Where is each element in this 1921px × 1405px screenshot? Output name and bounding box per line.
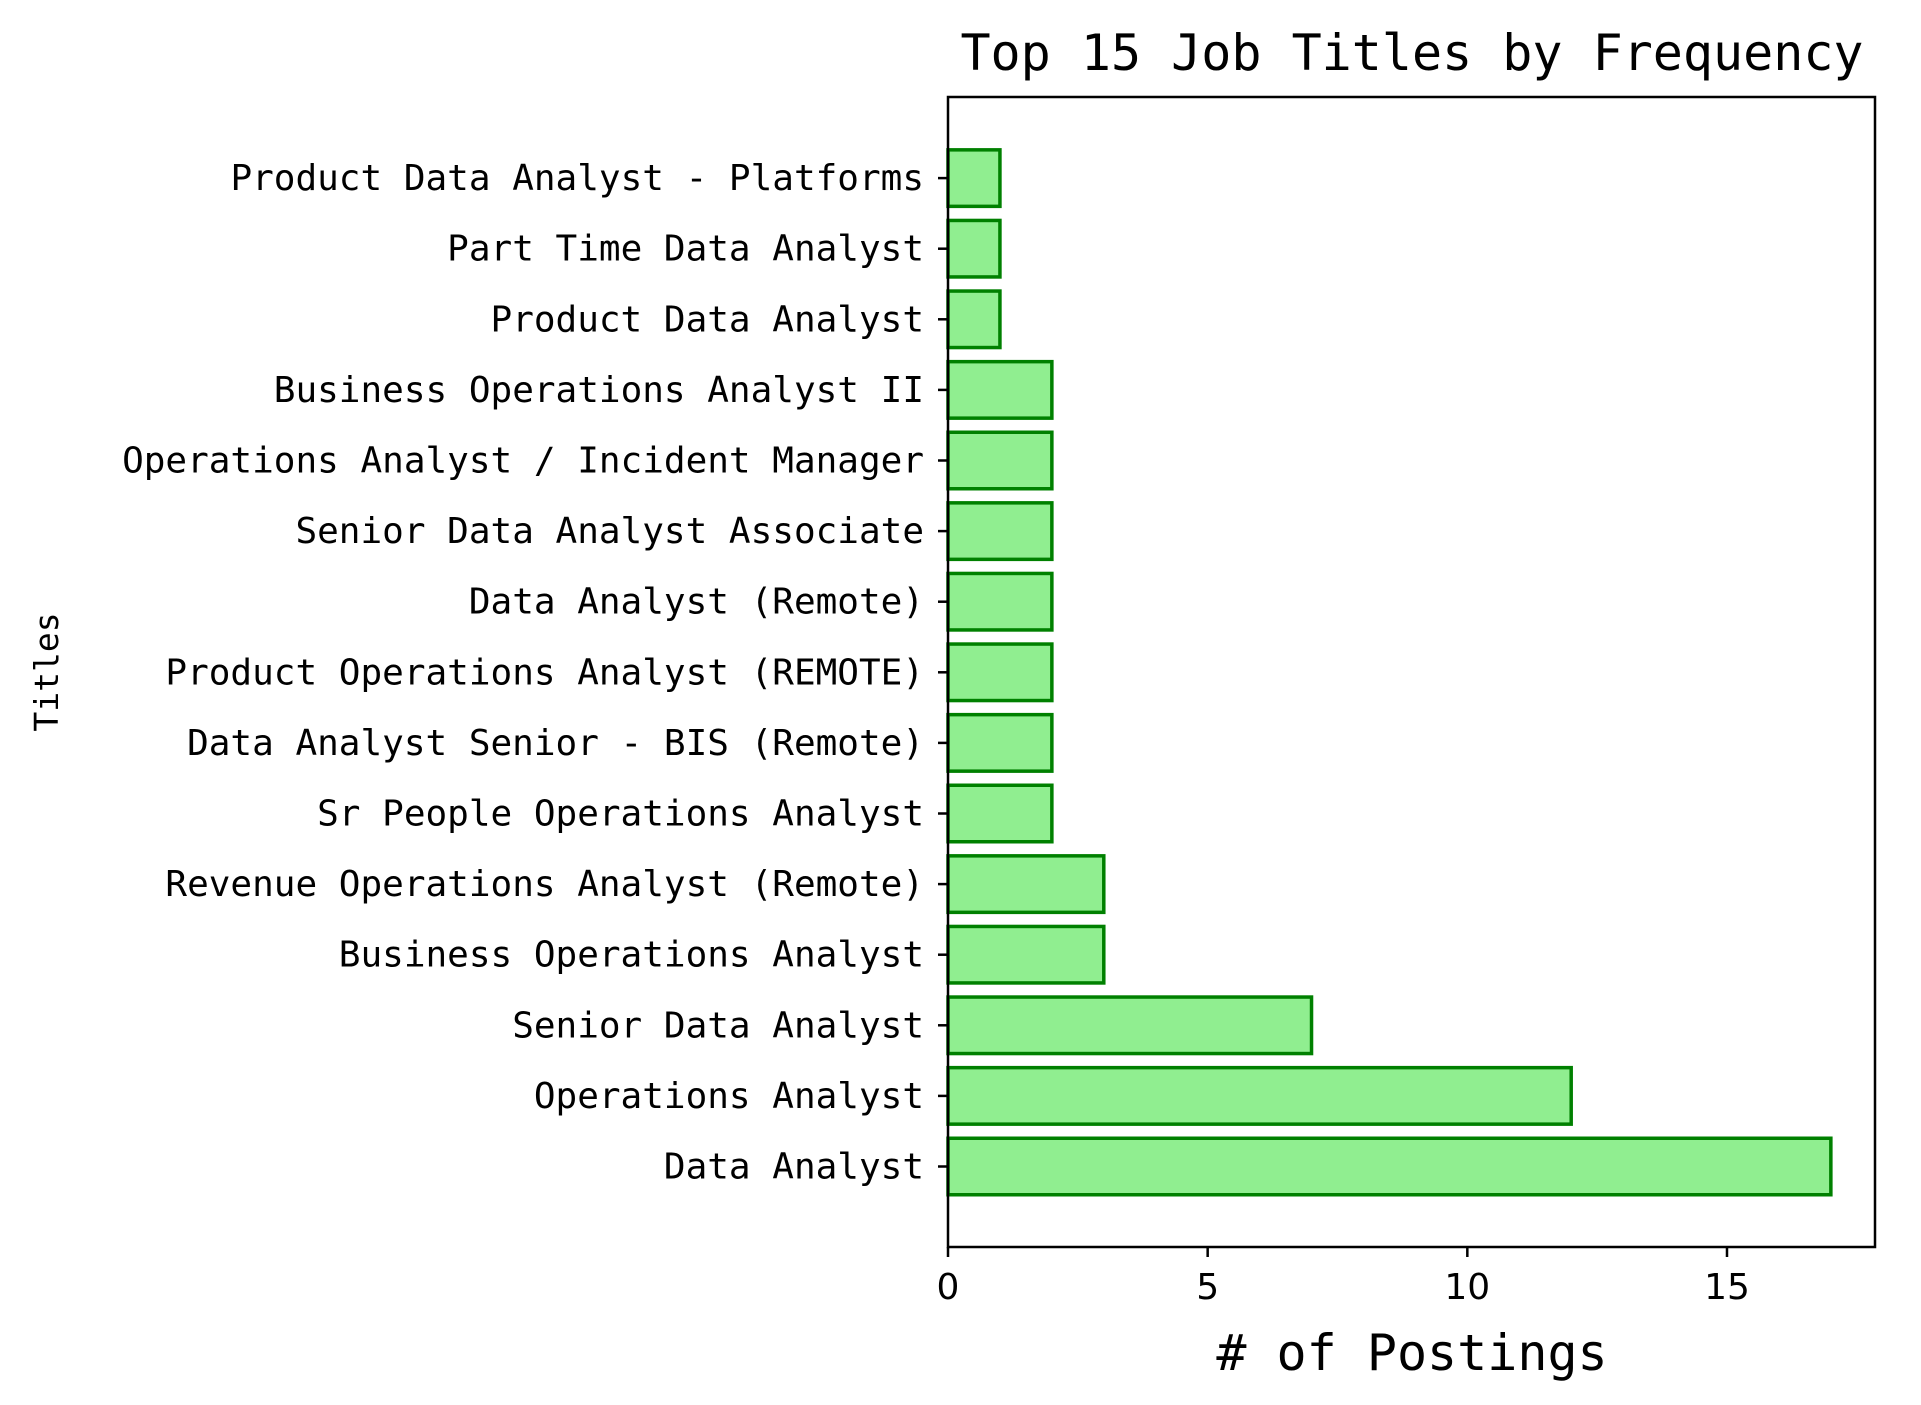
bars-group xyxy=(946,148,1833,1197)
y-tick-label: Business Operations Analyst xyxy=(339,935,924,976)
y-tick-label: Operations Analyst / Incident Manager xyxy=(122,441,924,482)
y-tick-label: Business Operations Analyst II xyxy=(274,370,924,411)
x-tick-label: 10 xyxy=(1444,1267,1490,1308)
x-tick-label: 15 xyxy=(1704,1267,1750,1308)
y-tick-label: Product Data Analyst xyxy=(491,299,924,340)
x-axis-ticks: 0 5 10 15 xyxy=(937,1247,1750,1308)
bar-business-operations-analyst xyxy=(946,924,1106,985)
bar-data-analyst-remote xyxy=(946,571,1054,632)
y-tick-label: Data Analyst Senior - BIS (Remote) xyxy=(187,723,924,764)
bar-operations-analyst xyxy=(946,1065,1573,1126)
chart-title: Top 15 Job Titles by Frequency xyxy=(960,24,1863,82)
bar-senior-data-analyst xyxy=(946,995,1314,1056)
y-tick-label: Senior Data Analyst xyxy=(512,1005,924,1046)
y-axis-label: Titles xyxy=(27,612,66,731)
bar-operations-analyst-incident-manager xyxy=(946,430,1054,491)
x-axis-label: # of Postings xyxy=(1216,1324,1607,1382)
y-tick-label: Operations Analyst xyxy=(534,1076,924,1117)
bar-senior-data-analyst-associate xyxy=(946,501,1054,562)
x-tick-label: 0 xyxy=(937,1267,960,1308)
y-tick-label: Sr People Operations Analyst xyxy=(317,794,924,835)
y-tick-label: Revenue Operations Analyst (Remote) xyxy=(165,864,924,905)
bar-sr-people-operations-analyst xyxy=(946,783,1054,844)
bar-product-data-analyst xyxy=(946,289,1002,350)
y-tick-label: Part Time Data Analyst xyxy=(447,229,924,270)
y-tick-label: Product Data Analyst - Platforms xyxy=(230,158,924,199)
bar-part-time-data-analyst xyxy=(946,218,1002,279)
bar-revenue-operations-analyst-remote xyxy=(946,854,1106,915)
y-tick-label: Data Analyst (Remote) xyxy=(469,582,924,623)
bar-business-operations-analyst-ii xyxy=(946,359,1054,420)
y-tick-label: Data Analyst xyxy=(664,1147,924,1188)
y-tick-label: Senior Data Analyst Associate xyxy=(295,511,924,552)
bar-product-operations-analyst-remote xyxy=(946,642,1054,703)
bar-product-data-analyst-platforms xyxy=(946,148,1002,209)
x-tick-label: 5 xyxy=(1196,1267,1219,1308)
bar-data-analyst xyxy=(946,1136,1833,1197)
bar-data-analyst-senior-bis-remote xyxy=(946,712,1054,773)
y-tick-label: Product Operations Analyst (REMOTE) xyxy=(165,652,924,693)
y-axis-ticks: Data Analyst Operations Analyst Senior Dat… xyxy=(122,158,948,1188)
